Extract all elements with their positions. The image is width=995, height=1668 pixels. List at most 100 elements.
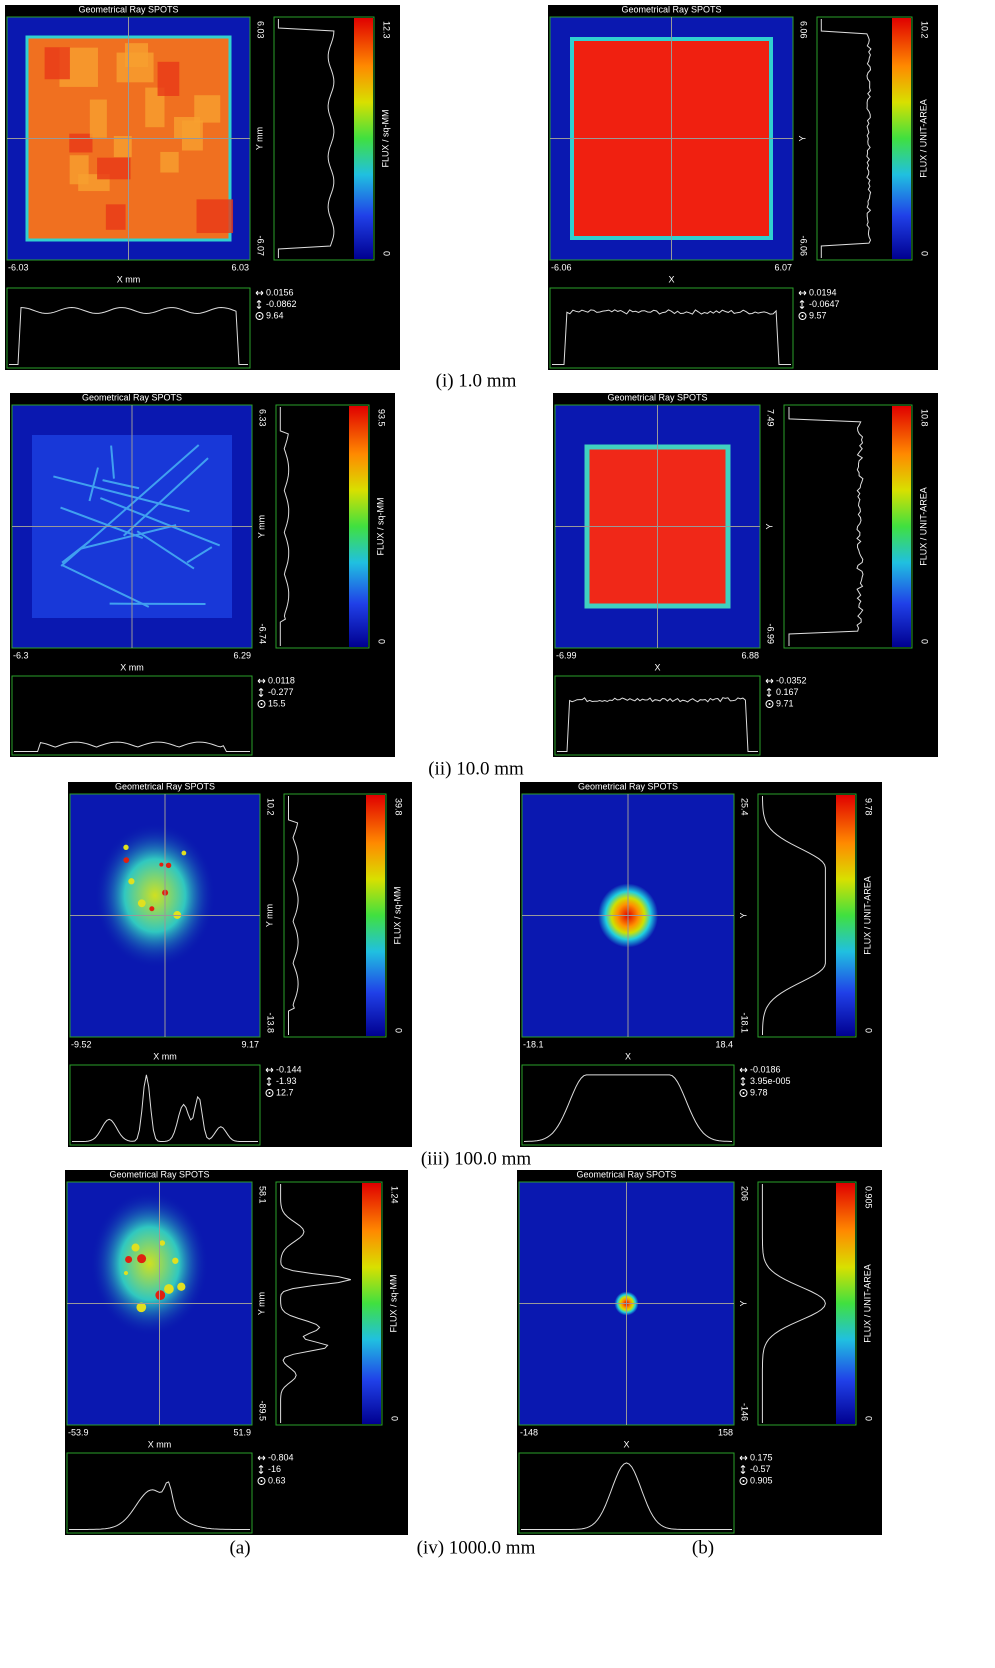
- x-min-label: -18.1: [523, 1039, 544, 1049]
- y-max-label: 25.4: [740, 798, 750, 816]
- y-min-label: -13.8: [266, 1012, 276, 1033]
- map-hotspot: [132, 1244, 140, 1252]
- y-max-label: 6.33: [258, 409, 268, 427]
- map-hotspot: [164, 1284, 174, 1294]
- x-axis-label: X: [668, 274, 674, 284]
- y-max-label: 6.06: [799, 21, 809, 39]
- map-hotspot: [159, 863, 163, 867]
- colorbar-label: FLUX / sq-MM: [380, 109, 390, 167]
- stat-value: 9.64: [266, 310, 284, 320]
- colorbar-max-label: 10.2: [920, 21, 930, 39]
- colorbar-label: FLUX / UNIT-AREA: [862, 876, 872, 955]
- map-hotspot: [166, 863, 171, 868]
- colorbar-label: FLUX / sq-MM: [392, 886, 402, 944]
- column-caption: (a): [229, 1537, 250, 1558]
- x-axis-label: X mm: [153, 1051, 177, 1061]
- y-min-label: -6.74: [258, 623, 268, 644]
- x-axis-label: X mm: [120, 662, 144, 672]
- map-patch: [114, 136, 132, 157]
- x-max-label: 6.29: [233, 650, 251, 660]
- map-hotspot: [124, 1271, 128, 1275]
- map-patch: [70, 155, 89, 184]
- stat-value: -0.0186: [750, 1064, 781, 1074]
- panel-title: Geometrical Ray SPOTS: [578, 781, 678, 791]
- x-axis-label: X: [623, 1439, 629, 1449]
- colorbar-min-label: 0: [864, 1028, 874, 1033]
- stat-value: -1.93: [276, 1076, 297, 1086]
- colorbar-label: FLUX / sq-MM: [388, 1274, 398, 1332]
- x-min-label: -6.3: [13, 650, 29, 660]
- map-hotspot: [172, 1258, 178, 1264]
- x-max-label: 6.07: [774, 262, 792, 272]
- colorbar-max-label: 10.8: [920, 409, 930, 427]
- map-hotspot: [177, 1283, 185, 1291]
- y-max-label: 206: [740, 1186, 750, 1201]
- map-hotspot: [128, 878, 134, 884]
- stat-value: 0.0156: [266, 287, 294, 297]
- y-axis-label: Y mm: [264, 904, 274, 927]
- x-min-label: -53.9: [68, 1427, 89, 1437]
- stat-value: 9.78: [750, 1087, 768, 1097]
- colorbar: [836, 795, 855, 1036]
- x-max-label: 6.03: [231, 262, 249, 272]
- stat-icon: [269, 1092, 271, 1094]
- y-axis-label: Y mm: [256, 515, 266, 538]
- stat-icon: [261, 703, 263, 705]
- stat-value: 0.0194: [809, 287, 837, 297]
- colorbar-max-label: 0.905: [864, 1186, 874, 1209]
- x-max-label: 6.88: [741, 650, 759, 660]
- y-max-label: 6.03: [256, 21, 266, 39]
- stat-icon: [261, 1480, 263, 1482]
- map-patch: [90, 100, 107, 138]
- panel-title: Geometrical Ray SPOTS: [78, 4, 178, 14]
- map-patch: [97, 158, 130, 180]
- y-axis-label: Y mm: [256, 1292, 266, 1315]
- stat-value: -0.144: [276, 1064, 302, 1074]
- map-patch: [106, 204, 126, 229]
- x-min-label: -6.03: [8, 262, 29, 272]
- x-max-label: 158: [718, 1427, 733, 1437]
- colorbar: [366, 795, 385, 1036]
- stat-value: 0.167: [776, 687, 799, 697]
- panel-title: Geometrical Ray SPOTS: [607, 392, 707, 402]
- colorbar-label: FLUX / UNIT-AREA: [862, 1264, 872, 1343]
- x-axis-label: X mm: [117, 274, 141, 284]
- panel-title: Geometrical Ray SPOTS: [82, 392, 182, 402]
- column-caption: (b): [692, 1537, 714, 1558]
- y-min-label: -6.99: [766, 623, 776, 644]
- map-patch: [158, 62, 180, 96]
- row-caption: (iv) 1000.0 mm: [417, 1537, 536, 1558]
- map-hotspot: [123, 857, 129, 863]
- y-axis-label: Y mm: [254, 127, 264, 150]
- y-max-label: 58.1: [258, 1186, 268, 1204]
- y-min-label: -146: [740, 1403, 750, 1421]
- stat-value: 0.63: [268, 1475, 286, 1485]
- map-hotspot: [181, 851, 186, 856]
- x-min-label: -6.06: [551, 262, 572, 272]
- stat-icon: [743, 1092, 745, 1094]
- map-patch: [69, 134, 92, 153]
- x-min-label: -9.52: [71, 1039, 92, 1049]
- y-min-label: -18.1: [740, 1012, 750, 1033]
- figure: Geometrical Ray SPOTS6.03Y mm-6.0712.3FL…: [0, 0, 995, 1663]
- stat-value: 9.57: [809, 310, 827, 320]
- colorbar-min-label: 0: [920, 251, 930, 256]
- y-axis-label: Y: [764, 523, 774, 529]
- stat-value: 0.905: [750, 1475, 773, 1485]
- map-hotspot: [123, 845, 128, 850]
- stat-icon: [769, 703, 771, 705]
- colorbar: [892, 18, 911, 259]
- colorbar-min-label: 0: [864, 1416, 874, 1421]
- y-min-label: -6.07: [256, 235, 266, 256]
- map-hotspot: [138, 899, 146, 907]
- map-patch: [160, 152, 178, 173]
- y-min-label: -6.06: [799, 235, 809, 256]
- colorbar-min-label: 0: [920, 639, 930, 644]
- stat-icon: [802, 315, 804, 317]
- map-hotspot: [125, 1256, 132, 1263]
- stat-value: 0.175: [750, 1452, 773, 1462]
- colorbar: [349, 406, 368, 647]
- x-axis-label: X mm: [148, 1439, 172, 1449]
